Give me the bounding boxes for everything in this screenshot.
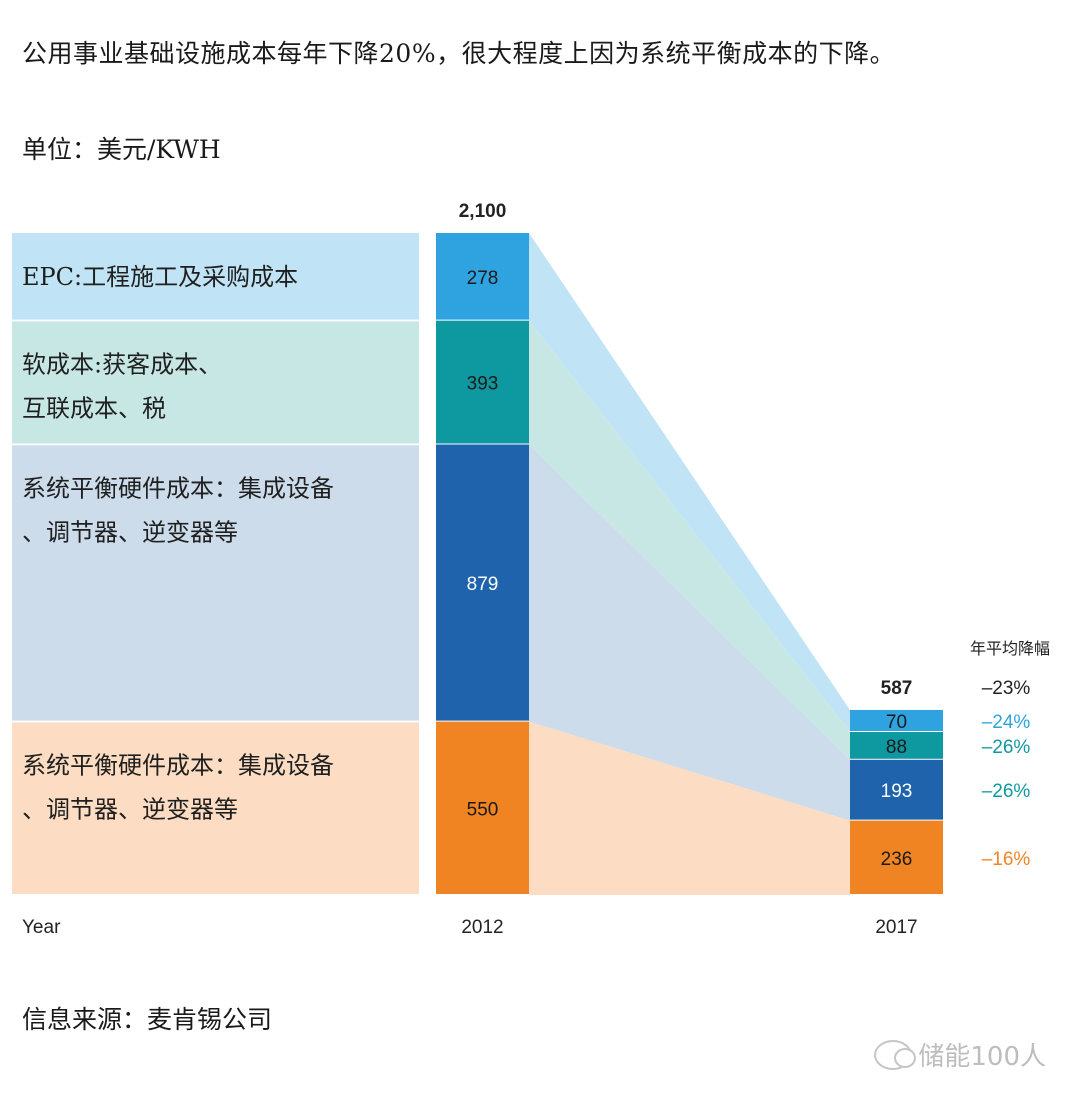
- x-axis-label: Year: [22, 917, 61, 938]
- value-label-2017: 193: [881, 781, 913, 802]
- value-label-2012: 278: [467, 268, 499, 289]
- unit-label: 单位：美元/KWH: [22, 135, 221, 164]
- value-label-2017: 236: [881, 849, 913, 870]
- value-label-2012: 393: [467, 374, 499, 395]
- value-label-2012: 879: [467, 574, 499, 595]
- value-label-2017: 70: [886, 712, 907, 733]
- pct-change-label: –24%: [982, 712, 1031, 733]
- category-panels: EPC:工程施工及采购成本软成本:获客成本、互联成本、税系统平衡硬件成本：集成设…: [12, 233, 419, 894]
- source-note: 信息来源：麦肯锡公司: [22, 1005, 273, 1034]
- category-label: EPC:工程施工及采购成本: [22, 263, 298, 291]
- pct-change-label: –26%: [982, 737, 1031, 758]
- value-label-2012: 550: [467, 799, 499, 820]
- watermark: 储能100人: [874, 1036, 1046, 1073]
- bar-2012-segment-2: [436, 444, 529, 721]
- category-label: 互联成本、税: [22, 395, 166, 423]
- category-label: 、调节器、逆变器等: [22, 519, 238, 547]
- bar-2012: [436, 233, 529, 894]
- total-pct-label: –23%: [982, 678, 1031, 699]
- pct-change-label: –16%: [982, 849, 1031, 870]
- chart-labels: 278 70 –24% 393 88 –26% 879 193 –26% 550 236 –16% 2,…: [22, 201, 1050, 938]
- connector-bands: [529, 233, 850, 895]
- category-panel-3: [12, 721, 419, 894]
- bar-2012-segment-3: [436, 721, 529, 894]
- pct-header: 年平均降幅: [970, 639, 1050, 658]
- wechat-icon: [874, 1039, 917, 1070]
- x-tick-2017: 2017: [875, 917, 917, 938]
- category-label: 、调节器、逆变器等: [22, 796, 238, 824]
- bar-2012-segment-0: [436, 233, 529, 320]
- stacked-bar-chart: EPC:工程施工及采购成本软成本:获客成本、互联成本、税系统平衡硬件成本：集成设…: [12, 201, 1050, 938]
- total-label-2017: 587: [881, 678, 913, 699]
- watermark-text: 储能100人: [918, 1042, 1046, 1072]
- category-panel-2: [12, 444, 419, 721]
- bar-2017-segment-0: [850, 709, 943, 732]
- bar-2017-segment-1: [850, 732, 943, 759]
- x-tick-2012: 2012: [461, 917, 503, 938]
- category-panel-1: [12, 320, 419, 444]
- connector-band-1: [529, 320, 850, 760]
- chart-title: 公用事业基础设施成本每年下降20%，很大程度上因为系统平衡成本的下降。: [22, 39, 896, 68]
- category-label: 系统平衡硬件成本：集成设备: [22, 752, 334, 780]
- bar-2017-segment-3: [850, 820, 943, 894]
- total-label-2012: 2,100: [459, 201, 507, 222]
- value-label-2017: 88: [886, 737, 907, 758]
- bar-2017-segment-2: [850, 759, 943, 820]
- bar-2012-segment-1: [436, 320, 529, 444]
- connector-band-2: [529, 444, 850, 821]
- bar-2017: [850, 709, 943, 894]
- pct-change-label: –26%: [982, 781, 1031, 802]
- connector-band-0: [529, 233, 850, 733]
- category-label: 系统平衡硬件成本：集成设备: [22, 475, 334, 503]
- category-panel-0: [12, 233, 419, 320]
- connector-band-3: [529, 721, 850, 895]
- category-label: 软成本:获客成本、: [22, 351, 222, 379]
